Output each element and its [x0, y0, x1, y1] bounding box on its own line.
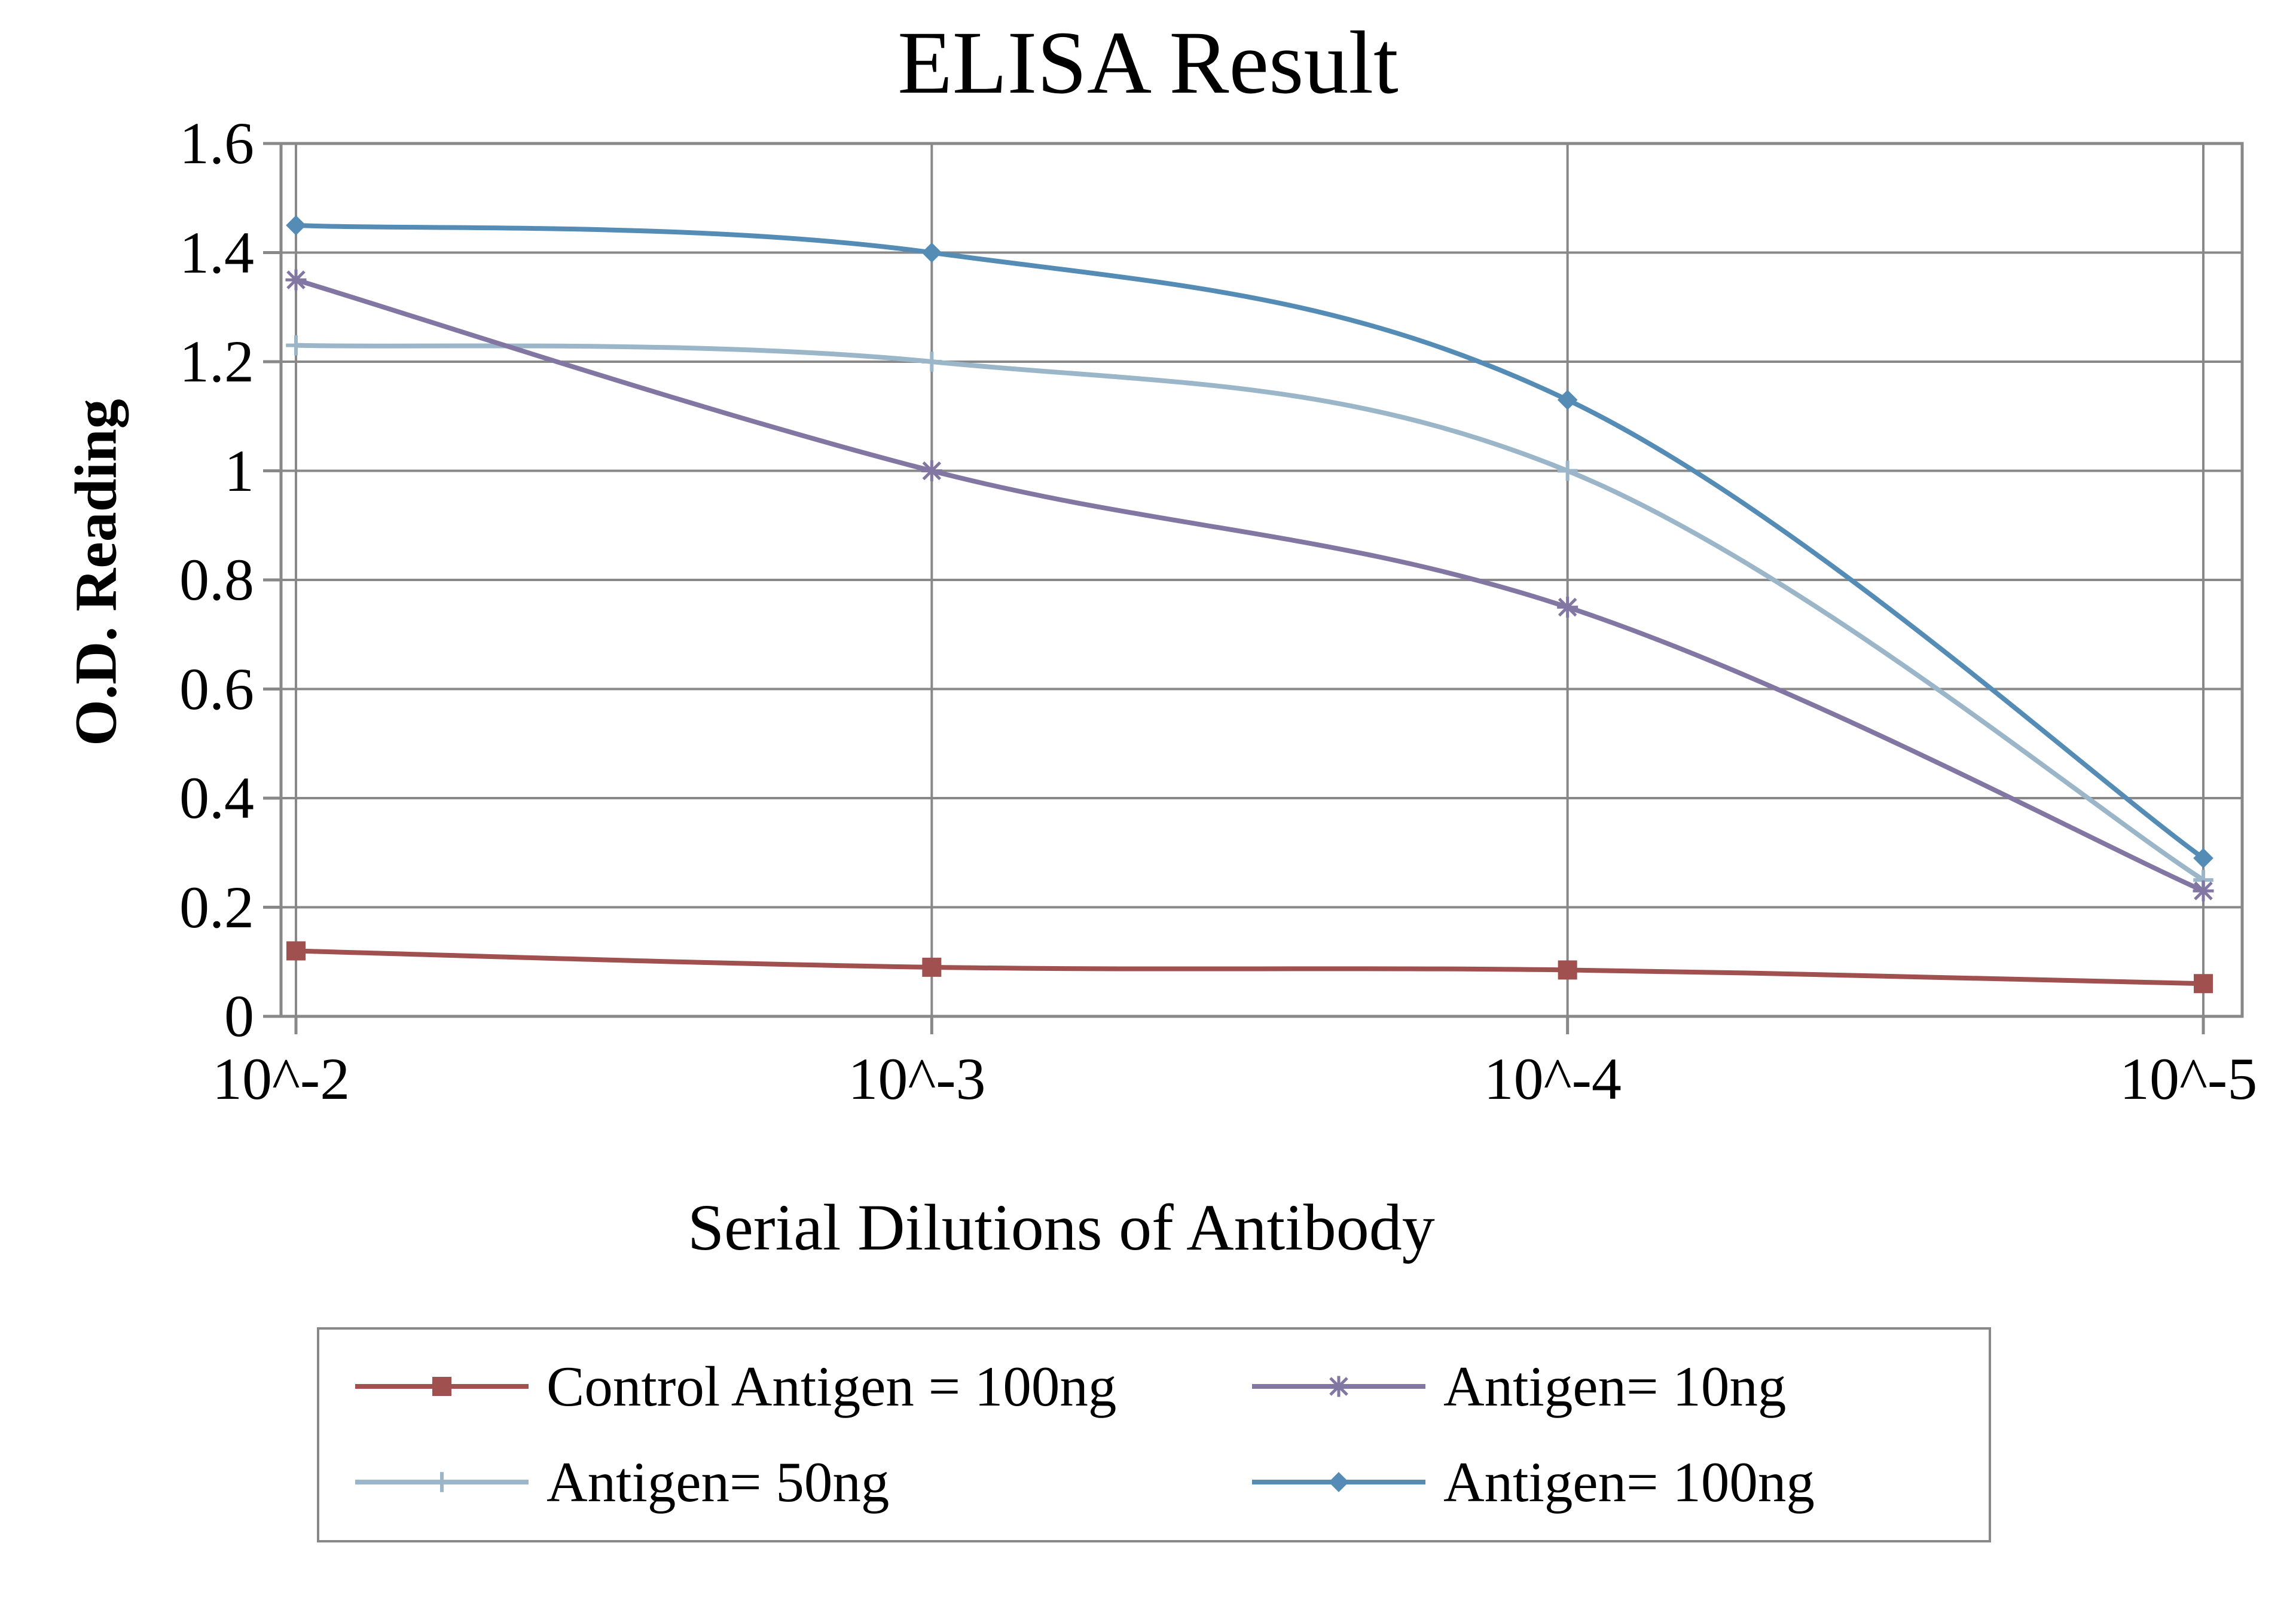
y-tick-label: 0.4	[179, 768, 254, 828]
legend-swatch	[355, 1368, 529, 1404]
legend-item-ag100: Antigen= 100ng	[1252, 1449, 1815, 1515]
chart-root: ELISA Result O.D. Reading 00.20.40.60.81…	[0, 0, 2296, 1613]
legend-swatch	[1252, 1464, 1425, 1500]
legend-label: Control Antigen = 100ng	[546, 1354, 1116, 1419]
legend-label: Antigen= 10ng	[1443, 1354, 1786, 1419]
x-tick-label: 10^-5	[2120, 1049, 2257, 1109]
legend-item-control: Control Antigen = 100ng	[355, 1354, 1116, 1419]
x-tick-label: 10^-3	[848, 1049, 985, 1109]
legend-swatch	[1252, 1368, 1425, 1404]
x-axis-title: Serial Dilutions of Antibody	[688, 1190, 1435, 1266]
legend-box: Control Antigen = 100ng Antigen= 10ng Anti…	[317, 1327, 1991, 1542]
legend-item-ag50: Antigen= 50ng	[355, 1449, 889, 1515]
y-tick-label: 0.6	[179, 659, 254, 719]
legend-label: Antigen= 50ng	[546, 1449, 889, 1515]
y-tick-label: 1.4	[179, 223, 254, 283]
x-tick-label: 10^-2	[212, 1049, 350, 1109]
y-tick-label: 0.8	[179, 550, 254, 610]
x-tick-label: 10^-4	[1484, 1049, 1622, 1109]
y-tick-label: 1.6	[179, 114, 254, 173]
legend-label: Antigen= 100ng	[1443, 1449, 1815, 1515]
y-tick-label: 0	[224, 986, 254, 1046]
y-tick-label: 0.2	[179, 878, 254, 937]
legend-item-ag10: Antigen= 10ng	[1252, 1354, 1786, 1419]
y-tick-label: 1	[224, 441, 254, 501]
y-tick-label: 1.2	[179, 332, 254, 392]
legend-swatch	[355, 1464, 529, 1500]
